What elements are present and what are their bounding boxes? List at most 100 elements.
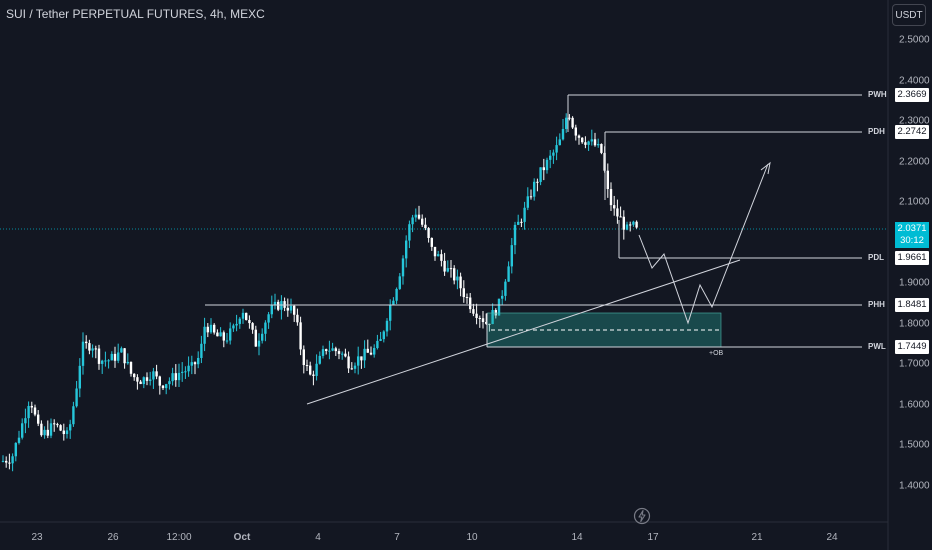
- time-tick: 26: [107, 532, 119, 543]
- candle-body: [549, 155, 552, 160]
- candle-body: [110, 353, 113, 361]
- price-tick: 2.2000: [899, 156, 930, 167]
- candle-body: [241, 312, 245, 319]
- candle-body: [385, 320, 389, 332]
- candle-body: [459, 276, 462, 289]
- level-price-pwh: 2.3669: [895, 88, 929, 102]
- candle-body: [296, 314, 299, 323]
- level-price-pdh: 2.2742: [895, 125, 929, 139]
- candle-body: [81, 341, 85, 366]
- candle-body: [590, 139, 593, 142]
- candle-body: [190, 362, 193, 366]
- candle-body: [421, 218, 424, 225]
- candle-body: [91, 348, 94, 351]
- lightning-icon[interactable]: [633, 507, 651, 525]
- candle-body: [533, 181, 536, 197]
- time-tick: 14: [571, 532, 583, 543]
- candle-body: [72, 406, 75, 425]
- level-label-pwh: PWH: [868, 90, 887, 99]
- candle-body: [251, 323, 254, 330]
- candle-body: [430, 237, 433, 247]
- candle-body: [347, 356, 350, 369]
- projection-path: [638, 163, 769, 325]
- candle-body: [193, 362, 197, 365]
- candle-body: [257, 340, 261, 347]
- candle-body: [27, 405, 30, 419]
- candle-body: [536, 181, 539, 183]
- currency-selector[interactable]: USDT: [892, 4, 926, 26]
- candle-body: [277, 301, 280, 310]
- candle-body: [632, 221, 635, 225]
- candle-body: [142, 377, 145, 385]
- candle-body: [424, 224, 427, 229]
- candle-body: [101, 360, 104, 364]
- candle-body: [453, 268, 456, 281]
- candle-body: [161, 385, 165, 389]
- candle-body: [229, 328, 232, 341]
- candle-body: [497, 298, 501, 316]
- candle-body: [417, 214, 421, 219]
- candle-body: [94, 348, 97, 350]
- candle-body: [248, 319, 251, 324]
- candle-body: [427, 228, 430, 238]
- candle-body: [46, 429, 49, 436]
- candle-body: [283, 301, 286, 308]
- candle-body: [433, 246, 437, 257]
- candle-body: [507, 266, 510, 282]
- candle-body: [504, 281, 507, 296]
- candle-body: [517, 221, 520, 225]
- candle-body: [289, 305, 293, 311]
- candle-body: [577, 135, 581, 138]
- level-label-pdh: PDH: [868, 127, 885, 136]
- candle-body: [123, 348, 126, 364]
- candle-body: [5, 460, 8, 463]
- candle-body: [635, 221, 638, 228]
- candle-body: [318, 355, 321, 364]
- candle-body: [315, 363, 318, 376]
- candle-body: [238, 318, 241, 324]
- candle-body: [107, 360, 110, 362]
- candle-body: [571, 117, 574, 128]
- candle-body: [30, 405, 33, 408]
- price-tick: 1.7000: [899, 358, 930, 370]
- candle-body: [539, 167, 542, 182]
- candle-body: [363, 348, 366, 361]
- candle-body: [187, 365, 190, 372]
- candle-body: [389, 304, 392, 321]
- time-tick: 4: [315, 532, 321, 543]
- candle-body: [613, 205, 616, 209]
- candle-body: [341, 353, 344, 355]
- level-price-phh: 1.8481: [895, 298, 929, 312]
- candle-body: [465, 296, 469, 298]
- candle-body: [267, 314, 270, 323]
- candle-body: [350, 368, 353, 370]
- candle-body: [200, 343, 203, 358]
- candle-body: [491, 310, 494, 325]
- candle-body: [21, 423, 24, 438]
- candle-body: [261, 333, 264, 341]
- candle-body: [529, 196, 533, 198]
- candle-body: [357, 356, 360, 366]
- candle-body: [65, 430, 69, 435]
- candle-body: [360, 356, 363, 361]
- candle-body: [225, 340, 229, 342]
- candle-body: [97, 348, 101, 364]
- candle-body: [584, 142, 587, 145]
- candle-body: [1, 460, 5, 462]
- candle-body: [145, 377, 149, 381]
- candle-body: [37, 414, 40, 424]
- candle-body: [382, 331, 385, 340]
- candle-body: [299, 322, 302, 350]
- candle-body: [174, 373, 177, 381]
- candle-body: [113, 353, 117, 361]
- time-tick: 10: [466, 532, 478, 543]
- candle-body: [149, 379, 152, 381]
- candle-body: [129, 361, 133, 374]
- candle-body: [443, 260, 446, 272]
- candle-body: [622, 216, 625, 230]
- candle-body: [593, 139, 597, 146]
- candle-body: [369, 352, 373, 355]
- candle-body: [49, 423, 53, 436]
- candle-body: [398, 276, 401, 289]
